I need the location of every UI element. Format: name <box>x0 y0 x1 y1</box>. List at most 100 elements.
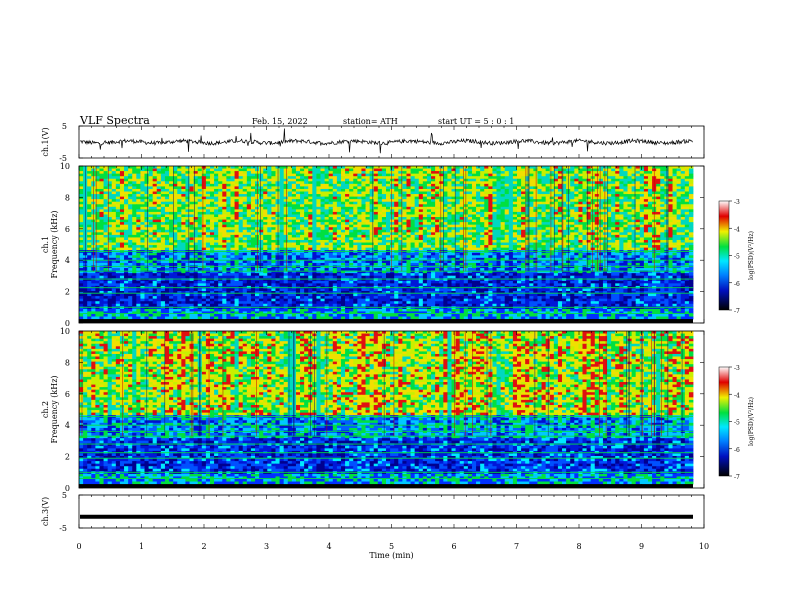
spectrogram-cell <box>99 247 104 251</box>
spectrogram-cell <box>357 242 362 246</box>
spectrogram-cell <box>234 166 240 169</box>
spectrogram-cell <box>545 224 551 228</box>
spectrogram-cell <box>488 196 493 200</box>
spectrogram-cell <box>148 173 154 177</box>
spectrogram-cell <box>398 178 403 182</box>
spectrogram-cell <box>680 171 686 175</box>
spectrogram-cell <box>381 247 387 251</box>
spectrogram-cell <box>647 237 653 241</box>
spectrogram-cell <box>398 239 403 243</box>
spectrogram-cell <box>398 168 403 172</box>
spectrogram-cell <box>541 239 547 243</box>
spectrogram-cell <box>107 234 113 238</box>
spectrogram-cell <box>418 237 424 241</box>
spectrogram-cell <box>643 229 649 233</box>
spectrogram-cell <box>79 239 84 243</box>
spectrogram-cell <box>422 219 428 223</box>
spectrogram-cell <box>525 173 530 177</box>
spectrogram-cell <box>345 173 350 177</box>
spectrogram-cell <box>304 188 309 192</box>
spectrogram-cell <box>406 234 411 238</box>
spectrogram-cell <box>431 171 436 175</box>
spectrogram-cell <box>639 194 645 198</box>
spectrogram-cell <box>169 211 174 215</box>
spectrogram-cell <box>373 181 379 185</box>
spectrogram-cell <box>271 171 276 175</box>
spectrogram-cell <box>631 178 637 182</box>
spectrogram-cell <box>533 239 538 243</box>
spectrogram-cell <box>320 181 325 185</box>
spectrogram-cell <box>205 188 211 192</box>
spectrogram-cell <box>508 201 514 205</box>
spectrogram-cell <box>414 239 420 243</box>
spectrogram-cell <box>263 211 268 215</box>
spectrogram-cell <box>353 242 358 246</box>
spectrogram-cell <box>320 237 325 241</box>
spectrogram-cell <box>508 194 514 198</box>
spectrogram-cell <box>390 237 395 241</box>
spectrogram-cell <box>455 166 461 169</box>
spectrogram-cell <box>169 188 174 192</box>
spectrogram-cell <box>684 214 690 218</box>
spectrogram-cell <box>660 201 665 205</box>
spectrogram-cell <box>512 211 518 215</box>
spectrogram-cell <box>185 186 190 190</box>
spectrogram-cell <box>525 242 530 246</box>
spectrogram-cell <box>578 196 583 200</box>
spectrogram-cell <box>492 196 497 200</box>
spectrogram-cell <box>406 217 411 220</box>
spectrogram-cell <box>635 237 641 241</box>
spectrogram-cell <box>480 237 485 241</box>
spectrogram-cell <box>369 211 375 215</box>
spectrogram-cell <box>332 247 338 251</box>
spectrogram-cell <box>688 245 694 249</box>
spectrogram-cell <box>95 196 100 200</box>
spectrogram-cell <box>320 206 325 210</box>
spectrogram-cell <box>627 217 632 220</box>
spectrogram-cell <box>222 166 227 169</box>
spectrogram-cell <box>492 227 497 231</box>
spectrogram-cell <box>124 171 129 175</box>
spectrogram-cell <box>390 176 395 180</box>
spectrogram-cell <box>177 199 182 203</box>
spectrogram-cell <box>148 168 154 172</box>
spectrogram-cell <box>439 171 444 175</box>
spectrogram-cell <box>222 199 227 203</box>
spectrogram-cell <box>557 178 563 182</box>
spectrogram-cell <box>181 178 186 182</box>
spectrogram-cell <box>381 168 387 172</box>
spectrogram-cell <box>136 211 141 215</box>
spectrogram-cell <box>263 209 268 213</box>
spectrogram-cell <box>295 227 301 231</box>
spectrogram-cell <box>471 201 477 205</box>
spectrogram-cell <box>607 209 612 213</box>
spectrogram-cell <box>422 217 428 220</box>
spectrogram-cell <box>623 201 628 205</box>
spectrogram-cell <box>390 217 395 220</box>
spectrogram-cell <box>300 224 305 228</box>
spectrogram-cell <box>406 245 411 249</box>
spectrogram-cell <box>308 209 313 213</box>
spectrogram-cell <box>148 199 154 203</box>
spectrogram-cell <box>234 245 240 249</box>
spectrogram-cell <box>332 229 338 233</box>
spectrogram-cell <box>132 191 137 195</box>
spectrogram-cell <box>639 222 645 226</box>
spectrogram-cell <box>345 171 350 175</box>
spectrogram-cell <box>79 214 84 218</box>
spectrogram-cell <box>582 171 587 175</box>
spectrogram-cell <box>312 209 317 213</box>
spectrogram-cell <box>594 232 600 236</box>
spectrogram-cell <box>185 176 190 180</box>
spectrogram-cell <box>607 206 612 210</box>
spectrogram-cell <box>205 186 211 190</box>
spectrogram-cell <box>361 224 366 228</box>
spectrogram-cell <box>164 242 170 246</box>
spectrogram-cell <box>140 199 145 203</box>
spectrogram-cell <box>398 234 403 238</box>
spectrogram-cell <box>295 224 301 228</box>
spectrogram-cell <box>250 206 256 210</box>
spectrogram-cell <box>431 209 436 213</box>
spectrogram-cell <box>459 186 465 190</box>
spectrogram-cell <box>680 234 686 238</box>
